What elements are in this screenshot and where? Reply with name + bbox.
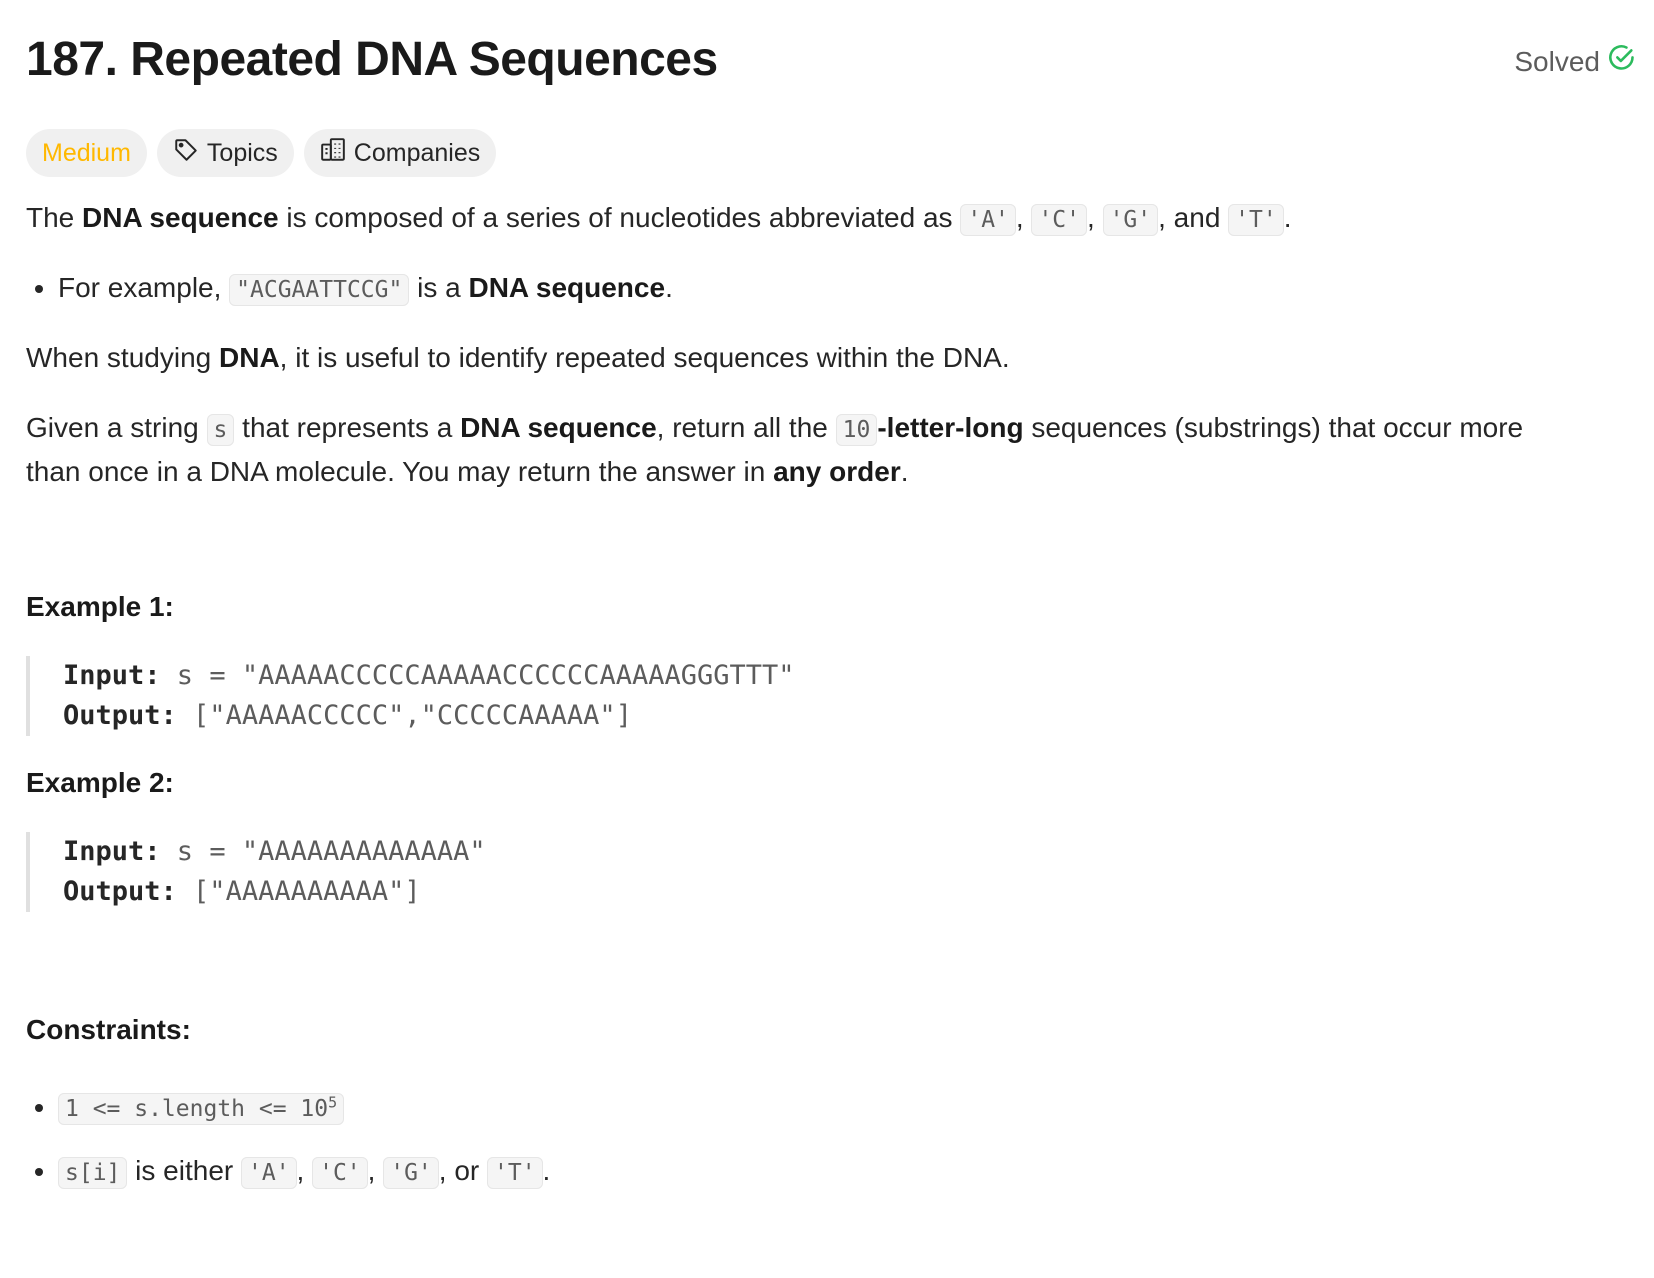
- code-si: s[i]: [58, 1156, 128, 1189]
- code-t: 'T': [487, 1156, 543, 1189]
- studying-paragraph: When studying DNA, it is useful to ident…: [26, 337, 1626, 379]
- text: ,: [296, 1154, 313, 1186]
- solved-label: Solved: [1514, 45, 1600, 77]
- companies-label: Companies: [353, 138, 481, 167]
- constraints-heading: Constraints:: [26, 1014, 191, 1045]
- title-row: 187. Repeated DNA Sequences Solved: [26, 32, 1636, 92]
- text: The: [26, 202, 83, 233]
- code-g: 'G': [1102, 204, 1159, 236]
- text: ,: [1015, 202, 1032, 233]
- bold-term: DNA sequence: [460, 412, 657, 443]
- intro-paragraph: The DNA sequence is composed of a series…: [26, 197, 1626, 241]
- text: ,: [367, 1154, 384, 1186]
- text: Given a string: [26, 412, 207, 443]
- text: ,: [1087, 202, 1103, 233]
- example-bullet-list: For example, "ACGAATTCCG" is a DNA seque…: [26, 267, 673, 311]
- text: sequences (substrings) that occur more: [1023, 412, 1524, 443]
- constraints-list: 1 <= s.length <= 105 s[i] is either 'A',…: [26, 1081, 550, 1194]
- difficulty-badge: Medium: [26, 129, 147, 177]
- text: is a: [409, 272, 469, 303]
- bold-term: any order: [773, 456, 901, 487]
- problem-title[interactable]: 187. Repeated DNA Sequences: [26, 33, 718, 86]
- constraint-length: 1 <= s.length <= 105: [58, 1092, 345, 1125]
- text: , return all the: [656, 412, 836, 443]
- code-c: 'C': [1031, 204, 1087, 236]
- code-a: 'A': [960, 204, 1016, 236]
- text: .: [1283, 202, 1292, 233]
- input-value: s = "AAAAACCCCCAAAAACCCCCCAAAAAGGGTTT": [160, 660, 795, 691]
- tag-icon: [173, 137, 199, 170]
- text: is either: [127, 1154, 241, 1186]
- example-2-block: Input: s = "AAAAAAAAAAAAA" Output: ["AAA…: [26, 832, 486, 912]
- code-example: "ACGAATTCCG": [229, 274, 410, 306]
- topics-button[interactable]: Topics: [156, 129, 294, 177]
- example-2-heading: Example 2:: [26, 767, 174, 798]
- list-item: 1 <= s.length <= 105: [58, 1081, 550, 1130]
- input-value: s = "AAAAAAAAAAAAA": [160, 836, 486, 867]
- example-1-block: Input: s = "AAAAACCCCCAAAAACCCCCCAAAAAGG…: [26, 656, 795, 736]
- bold-term: DNA sequence: [468, 272, 666, 303]
- example-1-heading: Example 1:: [26, 591, 174, 622]
- list-item: s[i] is either 'A', 'C', 'G', or 'T'.: [58, 1150, 550, 1194]
- text: .: [900, 456, 909, 487]
- text: than once in a DNA molecule. You may ret…: [26, 456, 774, 487]
- constraint-length-text: 1 <= s.length <= 10: [65, 1095, 329, 1122]
- output-value: ["AAAAACCCCC","CCCCCAAAAA"]: [176, 700, 632, 731]
- text: For example,: [58, 272, 230, 303]
- code-g: 'G': [383, 1156, 439, 1189]
- bold-term: DNA: [219, 342, 280, 373]
- task-paragraph: Given a string s that represents a DNA s…: [26, 407, 1626, 493]
- code-c: 'C': [312, 1156, 368, 1189]
- text: , and: [1158, 202, 1229, 233]
- output-label: Output:: [63, 876, 177, 907]
- bold-term: DNA sequence: [82, 202, 279, 233]
- text: is composed of a series of nucleotides a…: [278, 202, 961, 233]
- solved-status: Solved: [1514, 44, 1636, 79]
- building-icon: [320, 137, 346, 170]
- text: , it is useful to identify repeated sequ…: [279, 342, 1010, 373]
- input-label: Input:: [63, 660, 161, 691]
- code-s: s: [206, 414, 235, 446]
- topics-label: Topics: [206, 138, 278, 167]
- code-a: 'A': [241, 1156, 297, 1189]
- tag-bar: Medium Topics Companies: [26, 129, 497, 177]
- text: .: [665, 272, 673, 303]
- check-circle-icon: [1608, 44, 1636, 79]
- output-label: Output:: [63, 700, 177, 731]
- output-value: ["AAAAAAAAAA"]: [176, 876, 421, 907]
- exponent: 5: [328, 1093, 338, 1111]
- bold-term: -letter-long: [877, 412, 1024, 443]
- text: that represents a: [234, 412, 461, 443]
- input-label: Input:: [63, 836, 161, 867]
- text: .: [542, 1154, 551, 1186]
- code-10: 10: [835, 414, 878, 446]
- code-t: 'T': [1228, 204, 1284, 236]
- text: , or: [438, 1154, 487, 1186]
- text: When studying: [26, 342, 219, 373]
- companies-button[interactable]: Companies: [303, 129, 497, 177]
- list-item: For example, "ACGAATTCCG" is a DNA seque…: [58, 267, 673, 311]
